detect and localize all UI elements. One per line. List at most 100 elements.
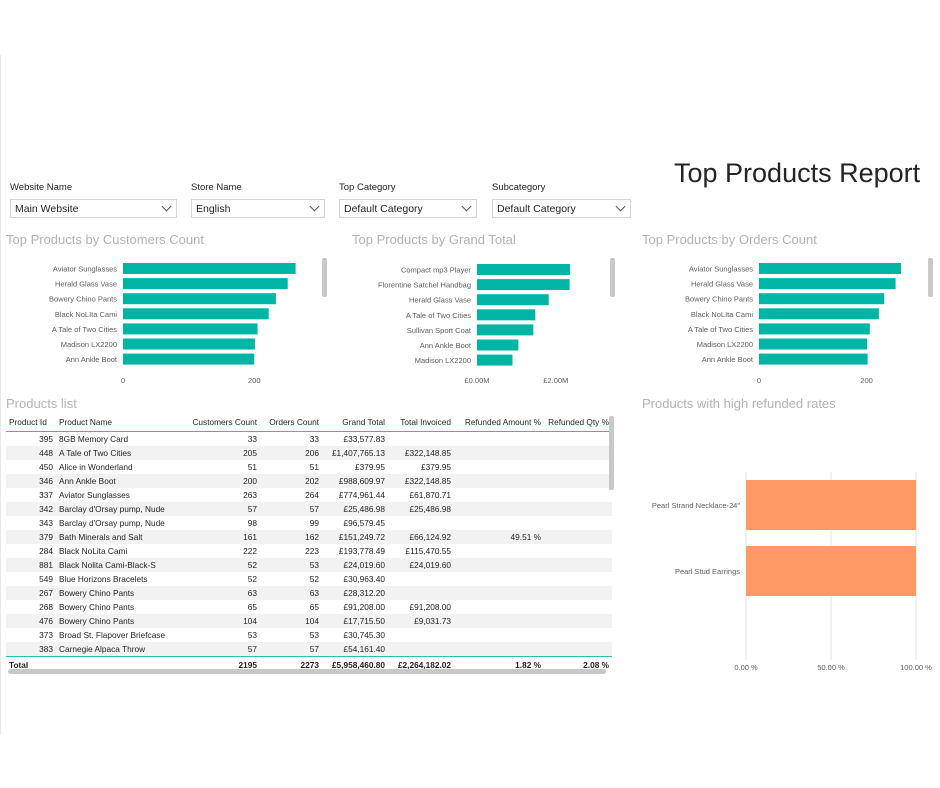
table-cell: £24,019.60 [388, 558, 454, 572]
table-row[interactable]: 395 8GB Memory Card 33 33 £33,577.83 [6, 432, 612, 447]
table-cell: £25,486.98 [388, 502, 454, 516]
customers-chart-scrollbar[interactable] [322, 258, 327, 297]
column-header[interactable]: Orders Count [269, 417, 319, 427]
column-header[interactable]: Refunded Amount % [464, 417, 541, 427]
table-row[interactable]: 343 Barclay d'Orsay pump, Nude 98 99 £96,579… [6, 516, 612, 530]
table-cell: Carnegie Alpaca Throw [56, 642, 184, 657]
table-cell: £322,148.85 [388, 446, 454, 460]
total-cell: 1.82 % [454, 656, 544, 672]
table-cell: 51 [247, 462, 257, 472]
table-row[interactable]: 383 Carnegie Alpaca Throw 57 57 £54,161.40 [6, 642, 612, 657]
table-cell: Broad St. Flapover Briefcase [59, 630, 166, 640]
table-row[interactable]: 448 A Tale of Two Cities 205 206 £1,407,765.… [6, 446, 612, 460]
table-row[interactable]: 549 Blue Horizons Bracelets 52 52 £30,963.40 [6, 572, 612, 586]
table-cell: 57 [260, 502, 322, 516]
table-cell: Bowery Chino Pants [59, 602, 135, 612]
website-name-dropdown[interactable]: Main Website [10, 199, 177, 218]
bar[interactable] [123, 323, 258, 335]
table-row[interactable]: 284 Black NoLita Cami 222 223 £193,778.49 £11… [6, 544, 612, 558]
table-cell [454, 502, 544, 516]
products-table-horizontal-scrollbar[interactable] [8, 669, 606, 674]
table-cell: £30,745.30 [343, 630, 385, 640]
table-cell: 206 [260, 446, 322, 460]
table-header-row: Product Id Product Name Customers Count Ord… [6, 413, 612, 432]
category-label: Bowery Chino Pants [49, 295, 117, 304]
table-row[interactable]: 373 Broad St. Flapover Briefcase 53 53 £30,7… [6, 628, 612, 642]
subcategory-dropdown[interactable]: Default Category [492, 199, 631, 218]
table-cell: 8GB Memory Card [59, 434, 129, 444]
table-cell [454, 516, 544, 530]
slicer-store-name: Store Name English [191, 182, 325, 218]
top-category-dropdown[interactable]: Default Category [339, 199, 477, 218]
table-row[interactable]: 881 Black Nolita Cami-Black-S 52 53 £24,019.… [6, 558, 612, 572]
bar[interactable] [123, 263, 296, 274]
table-cell: 264 [305, 490, 319, 500]
table-cell: 549 [39, 574, 53, 584]
table-cell [544, 628, 612, 642]
column-header[interactable]: Customers Count [192, 417, 257, 427]
table-row[interactable]: 450 Alice in Wonderland 51 51 £379.95 £379.95 [6, 460, 612, 474]
total-cell [56, 656, 184, 672]
table-cell [454, 572, 544, 586]
slicer-label: Store Name [191, 182, 242, 193]
table-cell [544, 446, 612, 460]
table-cell [544, 614, 612, 628]
table-cell: 476 [6, 614, 56, 628]
table-row[interactable]: 379 Bath Minerals and Salt 161 162 £151,249.… [6, 530, 612, 544]
bar[interactable] [123, 338, 255, 350]
slicer-label: Top Category [339, 182, 396, 193]
table-row[interactable]: 476 Bowery Chino Pants 104 104 £17,715.50 £9,… [6, 614, 612, 628]
table-cell [544, 530, 612, 544]
table-cell: 284 [39, 546, 53, 556]
table-cell: 268 [39, 602, 53, 612]
table-row[interactable]: 267 Bowery Chino Pants 63 63 £28,312.20 [6, 586, 612, 600]
column-header[interactable]: Grand Total [342, 417, 385, 427]
table-cell: 33 [247, 434, 257, 444]
grand-total-chart-scrollbar[interactable] [610, 258, 615, 297]
table-row[interactable]: 342 Barclay d'Orsay pump, Nude 57 57 £25,486… [6, 502, 612, 516]
products-table-vertical-scrollbar[interactable] [609, 416, 614, 490]
bar[interactable] [123, 293, 276, 305]
orders-chart-title: Top Products by Orders Count [642, 232, 817, 247]
table-cell: £24,019.60 [322, 558, 388, 572]
orders-chart-scrollbar[interactable] [928, 258, 933, 297]
table-cell: 63 [184, 586, 260, 600]
table-row[interactable]: 337 Aviator Sunglasses 263 264 £774,961.44 £6… [6, 488, 612, 502]
table-cell: £61,870.71 [409, 490, 451, 500]
bar[interactable] [123, 308, 269, 320]
slicer-website-name: Website Name Main Website [10, 182, 177, 218]
products-table: Product Id Product Name Customers Count Ord… [6, 413, 612, 672]
table-cell: Bath Minerals and Salt [56, 530, 184, 544]
table-cell: Bowery Chino Pants [56, 614, 184, 628]
table-cell: £115,470.55 [405, 546, 451, 556]
table-cell: 395 [39, 434, 53, 444]
table-cell: 49.51 % [454, 530, 544, 544]
total-cell: £2,264,182.02 [388, 656, 454, 672]
table-cell: 57 [184, 642, 260, 657]
table-cell [454, 460, 544, 474]
table-cell [454, 544, 544, 558]
bar[interactable] [123, 353, 255, 365]
table-cell [388, 642, 454, 657]
table-row[interactable]: 346 Ann Ankle Boot 200 202 £988,609.97 £322,1… [6, 474, 612, 488]
slicer-subcategory: Subcategory Default Category [492, 182, 631, 218]
table-cell [544, 544, 612, 558]
table-cell: 379 [6, 530, 56, 544]
bar[interactable] [123, 278, 288, 290]
table-cell [454, 628, 544, 642]
table-cell [388, 572, 454, 586]
column-header[interactable]: Product Id [9, 417, 47, 427]
column-header[interactable]: Product Name [59, 417, 113, 427]
store-name-dropdown[interactable]: English [191, 199, 325, 218]
products-list-title: Products list [6, 396, 77, 411]
table-row[interactable]: 268 Bowery Chino Pants 65 65 £91,208.00 £91,2… [6, 600, 612, 614]
table-cell [544, 642, 612, 657]
column-header[interactable]: Refunded Qty % [548, 417, 609, 427]
table-cell: 57 [184, 502, 260, 516]
category-label: Ann Ankle Boot [66, 355, 118, 364]
table-cell: £379.95 [355, 462, 385, 472]
column-header[interactable]: Total Invoiced [400, 417, 451, 427]
table-cell: Blue Horizons Bracelets [59, 574, 148, 584]
table-cell: Barclay d'Orsay pump, Nude [56, 502, 184, 516]
total-cell: 2.08 % [544, 656, 612, 672]
